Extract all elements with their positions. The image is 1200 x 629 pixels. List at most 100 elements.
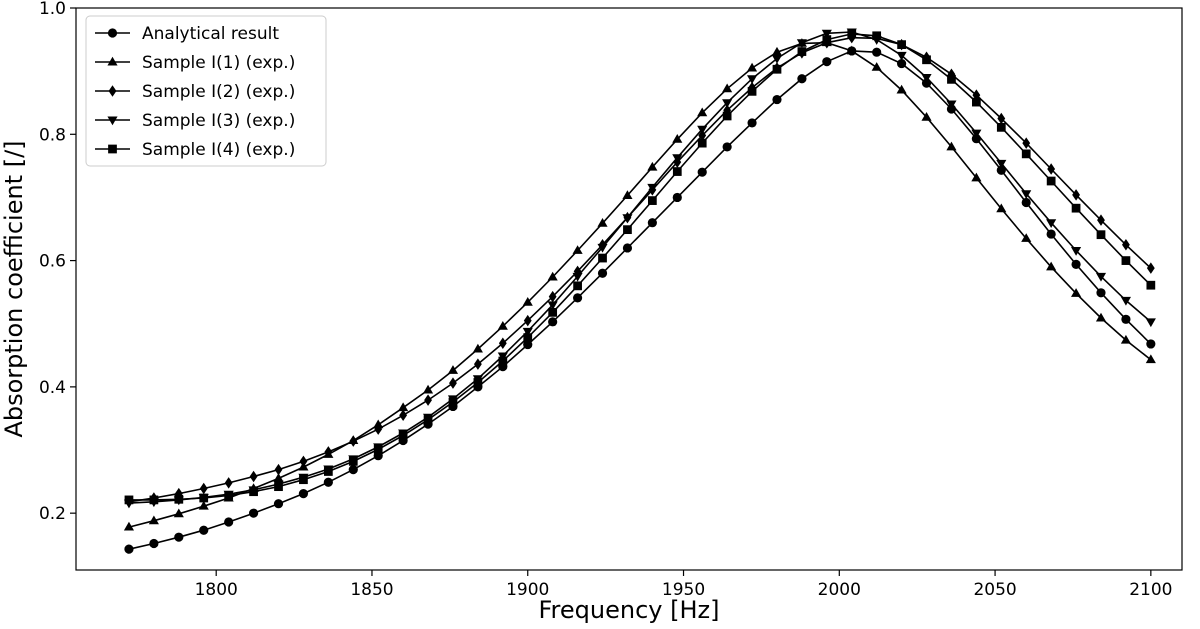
data-point [547,301,558,311]
data-point [472,343,483,353]
data-point [498,337,507,350]
data-point [248,508,259,518]
data-point [1071,288,1082,297]
data-point [1046,229,1056,239]
data-point [946,141,957,151]
x-tick-label: 1800 [195,580,238,600]
data-point [872,47,882,57]
data-point [523,314,532,327]
data-point [971,129,982,139]
data-point [1146,339,1156,349]
data-point [373,445,383,454]
data-point [249,470,258,483]
data-point [523,339,533,350]
data-point [747,62,758,72]
data-point [647,161,658,171]
data-point [572,245,583,254]
data-point [622,190,633,199]
data-point [349,435,358,447]
data-point [1146,262,1155,274]
data-point [198,500,209,510]
data-point [423,415,433,425]
legend-label: Sample I(4) (exp.) [142,140,295,160]
data-point [747,118,757,128]
data-point [174,494,184,504]
data-point [672,134,683,143]
x-tick-label: 1850 [350,580,393,600]
data-point [697,107,708,117]
data-point [972,97,981,107]
x-tick-label: 1950 [662,580,705,600]
data-point [1021,190,1032,199]
x-tick-label: 2000 [818,580,861,600]
series-5 [124,29,1156,505]
data-point [1121,314,1131,324]
y-tick-label: 0.4 [39,378,66,398]
data-point [772,94,782,105]
data-point [921,74,932,83]
data-point [1021,149,1031,159]
data-point [1146,280,1156,290]
data-point [1021,197,1031,208]
data-point [996,203,1007,213]
legend-label: Sample I(1) (exp.) [142,53,295,73]
data-point [996,165,1006,175]
data-point [722,142,732,152]
data-point [597,218,608,227]
data-point [174,532,184,542]
data-point [697,138,707,148]
data-point [722,83,733,93]
data-point [897,40,906,49]
data-point [448,397,458,407]
data-point [822,57,832,67]
data-point [771,46,783,56]
data-point [224,517,234,527]
data-point [996,122,1006,132]
data-point [771,55,783,64]
legend-item: Sample I(4) (exp.) [95,140,295,160]
data-point [622,214,633,223]
data-point [123,521,135,531]
data-point [498,356,508,366]
data-point [822,35,832,44]
data-point [722,99,733,109]
data-point [224,477,233,489]
x-axis-ticks: 1800 1850 1900 1950 2000 2050 2100 [195,570,1172,600]
data-point [523,333,533,342]
x-tick-label: 2100 [1129,580,1172,600]
data-point [548,317,558,327]
data-point [597,268,608,278]
legend-box [85,15,327,167]
data-point [1071,247,1082,256]
series-layer [123,28,1156,554]
data-point [1120,296,1131,306]
data-point [572,293,583,303]
data-point [224,491,234,500]
data-point [299,455,308,468]
data-point [971,172,982,182]
data-point [847,29,857,39]
data-point [422,384,434,394]
data-point [1095,272,1107,282]
data-point [1046,219,1057,228]
legend-item: Sample I(1) (exp.) [95,53,295,73]
data-point [1122,239,1130,251]
data-point [522,327,533,337]
data-point [872,31,882,41]
data-point [149,538,159,549]
legend-marker [107,56,118,66]
legend-label: Sample I(2) (exp.) [142,82,295,102]
data-point [697,125,708,135]
data-point [797,47,807,56]
data-point [1071,203,1081,213]
data-point [148,515,159,525]
data-point [547,271,558,281]
data-point [1096,288,1106,298]
data-point [473,358,482,370]
data-point [896,84,907,94]
data-point [821,29,832,39]
data-point [149,495,159,505]
x-tick-label: 1900 [506,580,549,600]
data-point [598,253,607,263]
